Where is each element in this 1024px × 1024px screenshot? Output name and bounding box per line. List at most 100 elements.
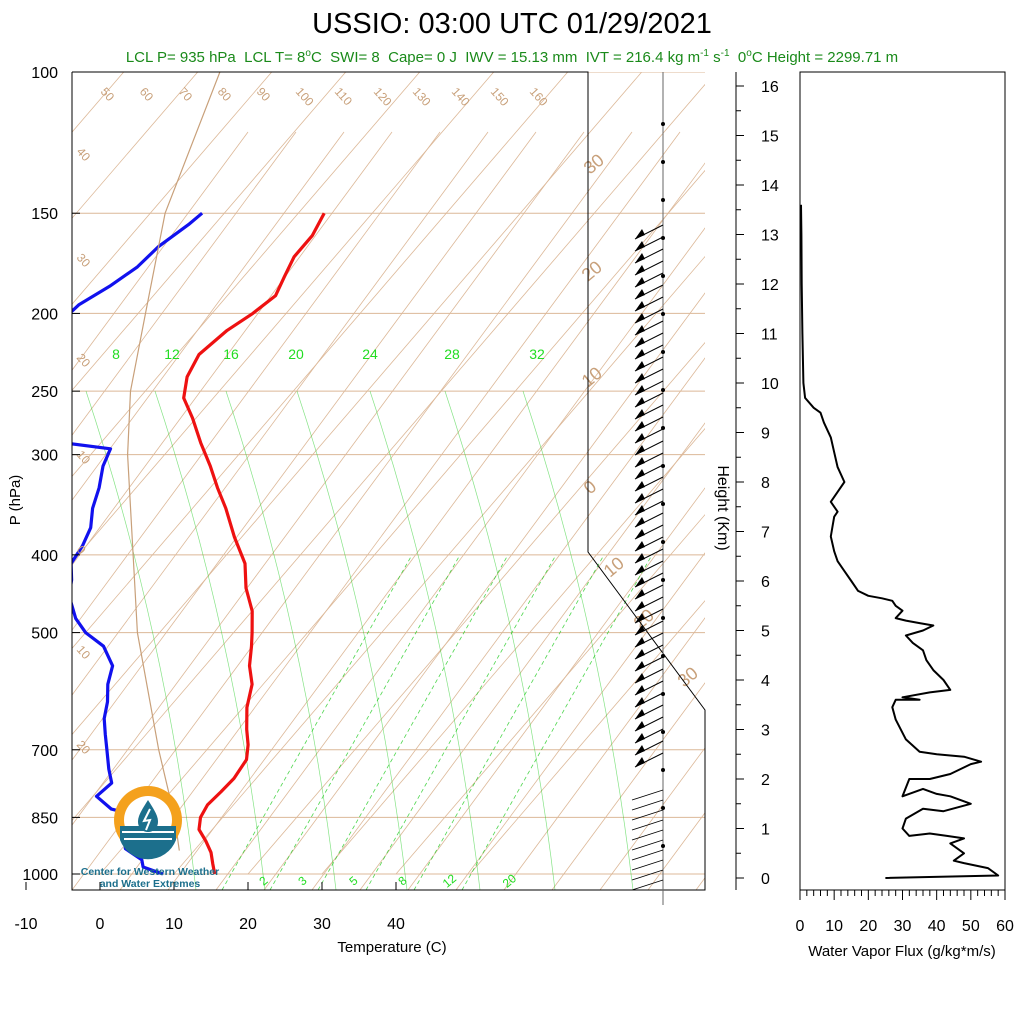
skew-right-label: 20 (578, 257, 606, 285)
wind-barb-shaft (631, 839, 664, 851)
wind-barb-icon (634, 632, 664, 648)
wind-barb-icon (634, 548, 664, 564)
wind-barb-icon (634, 428, 664, 444)
wind-barb-flag (635, 397, 645, 407)
mixing-ratio-label: 28 (444, 346, 460, 362)
y-tick-label: 500 (31, 626, 58, 643)
isotherm-line (173, 255, 705, 875)
height-tick-label: 8 (761, 475, 770, 492)
wind-barb-flag (635, 733, 645, 743)
wind-barb-flag (635, 661, 645, 671)
wind-barb-icon (634, 416, 664, 432)
height-tick-label: 13 (761, 228, 779, 245)
lcl-pressure: LCL P= 935 hPa (125, 49, 236, 66)
dry-adiabat-line (503, 617, 705, 890)
isotherm-line (469, 600, 705, 875)
wind-barb-flag (635, 469, 645, 479)
wind-level-dot (661, 122, 665, 126)
height-tick-label: 10 (761, 376, 779, 393)
x-tick-label: 30 (313, 916, 331, 933)
wind-barb-icon (634, 476, 664, 492)
isotherm-line (72, 72, 347, 391)
wind-level-dot (661, 806, 665, 810)
wind-barb-icon (634, 644, 664, 660)
wind-barb-icon (634, 260, 664, 276)
wind-barb-flag (635, 373, 645, 383)
isotherm-line (72, 72, 421, 477)
wind-barb-icon (634, 368, 664, 384)
wind-barb-shaft (631, 869, 664, 881)
isotherm-label: 160 (527, 85, 551, 109)
isotherm-label: 50 (98, 85, 118, 105)
y-tick-label: 400 (31, 548, 58, 565)
dry-adiabat-line (407, 487, 705, 890)
wind-barb-flag (635, 493, 645, 503)
dry-adiabat-line (72, 131, 249, 371)
wind-barb-icon (634, 620, 664, 636)
y-tick-label: 100 (31, 65, 58, 82)
x-tick-label: 20 (239, 916, 257, 933)
dry-adiabat-line (119, 131, 681, 890)
height-tick-label: 2 (761, 772, 770, 789)
wind-barb-shaft (631, 859, 664, 871)
isotherm-label: 140 (449, 85, 473, 109)
x-tick-label: -10 (14, 916, 37, 933)
x-tick-label: 40 (387, 916, 405, 933)
wind-barb-shaft (631, 829, 664, 841)
x-tick-label: 0 (96, 916, 105, 933)
isotherm-label: 110 (332, 85, 355, 109)
wind-barb-flag (635, 745, 645, 755)
wind-barb-flag (635, 637, 645, 647)
cape-value: Cape= 0 J (388, 49, 457, 66)
x-axis-label: Temperature (C) (337, 939, 446, 956)
isotherm-line (72, 72, 643, 736)
moist-adiabat-line (296, 391, 408, 890)
wind-barb-icon (634, 680, 664, 696)
sounding-indices: LCL P= 935 hPa LCL T= 8oC SWI= 8 Cape= 0… (0, 48, 1024, 66)
mixing-ratio-label: 20 (288, 346, 304, 362)
wind-barb-shaft (631, 809, 664, 821)
dry-adiabat-line (167, 162, 705, 890)
wind-level-dot (661, 616, 665, 620)
isotherm-line (72, 72, 495, 563)
wind-barb-flag (635, 313, 645, 323)
iwv-value: IWV = 15.13 mm (465, 49, 578, 66)
dry-adiabat-line (72, 131, 537, 761)
y-tick-label: 300 (31, 448, 58, 465)
wind-barb-icon (634, 716, 664, 732)
wind-barb-flag (635, 265, 645, 275)
isotherm-line (72, 72, 273, 305)
dry-adiabat-line (695, 877, 705, 890)
lcl-temperature: LCL T= 8oC (244, 48, 322, 66)
isotherm-line (72, 72, 125, 133)
wind-barb-flag (635, 433, 645, 443)
mixing-ratio-label: 24 (362, 346, 378, 362)
logo-caption-line2: and Water Extremes (99, 878, 201, 890)
wind-barb-icon (634, 740, 664, 756)
mixing-ratio-line (413, 554, 605, 890)
wind-barb-flag (635, 649, 645, 659)
moist-adiabat-line (225, 391, 337, 890)
wind-barb-icon (634, 236, 664, 252)
wind-barb-icon (634, 512, 664, 528)
wind-level-dot (661, 198, 665, 202)
wind-barb-icon (634, 608, 664, 624)
wind-barb-icon (634, 308, 664, 324)
wind-barb-flag (635, 541, 645, 551)
wind-barb-shaft (631, 819, 664, 831)
wind-barb-flag (635, 613, 645, 623)
wind-barb-flag (635, 517, 645, 527)
wind-barb-icon (634, 248, 664, 264)
wind-barb-icon (634, 752, 664, 768)
skew-right-label: 30 (580, 150, 608, 178)
wind-barb-icon (634, 560, 664, 576)
wind-barb-flag (635, 481, 645, 491)
isotherm-line (99, 169, 705, 875)
wind-barb-flag (635, 589, 645, 599)
x-tick-label: 10 (165, 916, 183, 933)
flux-x-tick-label: 30 (894, 918, 912, 935)
dry-adiabat-line (599, 747, 705, 890)
height-tick-label: 0 (761, 871, 770, 888)
isotherm-line (72, 72, 569, 650)
